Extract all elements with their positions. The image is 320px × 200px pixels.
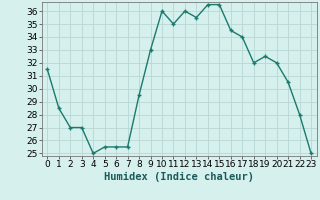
X-axis label: Humidex (Indice chaleur): Humidex (Indice chaleur) <box>104 172 254 182</box>
